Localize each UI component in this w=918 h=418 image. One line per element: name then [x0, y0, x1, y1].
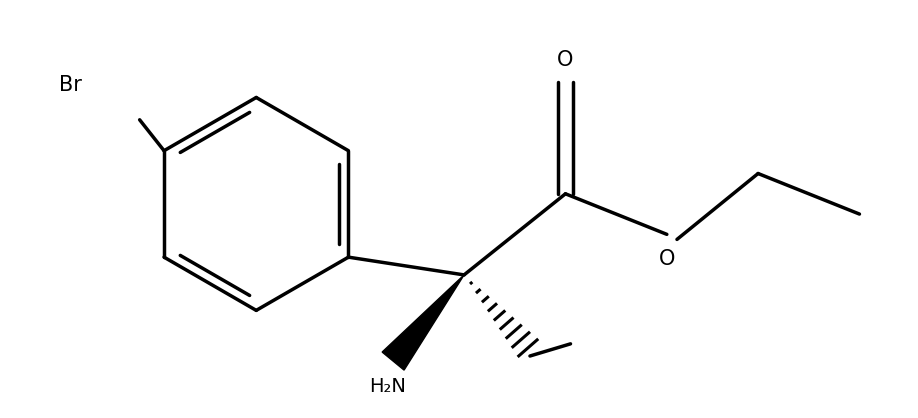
Text: H₂N: H₂N: [370, 377, 407, 396]
Text: O: O: [658, 249, 675, 268]
Text: O: O: [557, 50, 574, 70]
Text: Br: Br: [59, 75, 82, 95]
Polygon shape: [382, 275, 465, 370]
